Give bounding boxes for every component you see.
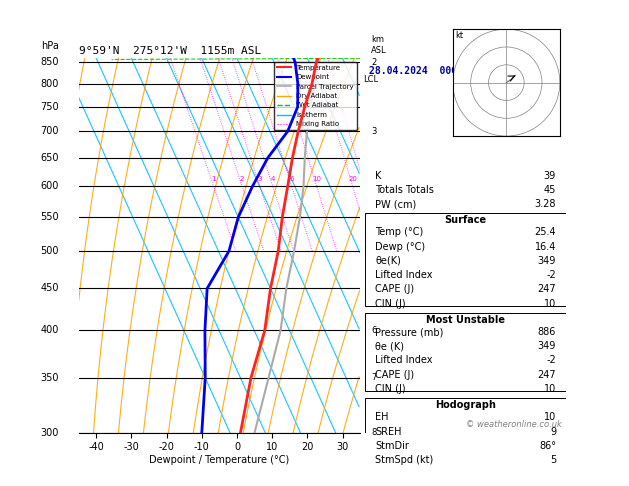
Text: 700: 700	[40, 126, 59, 137]
Text: 86°: 86°	[539, 441, 556, 451]
Text: 886: 886	[538, 327, 556, 337]
Text: 800: 800	[40, 79, 59, 89]
Text: 600: 600	[40, 181, 59, 191]
Text: 349: 349	[538, 256, 556, 266]
Bar	[365, 213, 566, 306]
Text: -2: -2	[547, 355, 556, 365]
Text: Lifted Index: Lifted Index	[375, 355, 433, 365]
Text: 1: 1	[211, 176, 216, 183]
Text: hPa: hPa	[41, 41, 59, 51]
Text: 3: 3	[257, 176, 262, 183]
Text: Hodograph: Hodograph	[435, 400, 496, 410]
Text: 6: 6	[289, 176, 294, 183]
Text: 5: 5	[550, 455, 556, 465]
Text: 750: 750	[40, 102, 59, 112]
Text: 20: 20	[348, 176, 357, 183]
Text: 39: 39	[544, 171, 556, 181]
Text: Most Unstable: Most Unstable	[426, 314, 505, 325]
Text: Lifted Index: Lifted Index	[375, 270, 433, 280]
Text: PW (cm): PW (cm)	[375, 199, 416, 209]
Text: StmDir: StmDir	[375, 441, 409, 451]
Text: 45: 45	[543, 185, 556, 195]
Text: 10: 10	[544, 412, 556, 422]
Text: θe(K): θe(K)	[375, 256, 401, 266]
Text: 350: 350	[40, 373, 59, 383]
Text: CAPE (J): CAPE (J)	[375, 284, 414, 295]
Text: 16.4: 16.4	[535, 242, 556, 252]
Text: K: K	[375, 171, 381, 181]
Text: 300: 300	[40, 428, 59, 437]
Text: 2: 2	[372, 58, 377, 67]
Text: θe (K): θe (K)	[375, 341, 404, 351]
Text: 349: 349	[538, 341, 556, 351]
Text: Dewp (°C): Dewp (°C)	[375, 242, 425, 252]
Text: 28.04.2024  00GMT  (Base: 12): 28.04.2024 00GMT (Base: 12)	[369, 66, 540, 76]
Text: -2: -2	[547, 270, 556, 280]
Text: 247: 247	[537, 284, 556, 295]
Text: 6: 6	[372, 326, 377, 335]
Text: Temp (°C): Temp (°C)	[375, 227, 423, 238]
Text: 400: 400	[40, 325, 59, 335]
Text: 10: 10	[312, 176, 321, 183]
Text: Totals Totals: Totals Totals	[375, 185, 434, 195]
Text: 9: 9	[550, 427, 556, 436]
Text: 8: 8	[372, 428, 377, 437]
Text: 10: 10	[544, 298, 556, 309]
Text: Pressure (mb): Pressure (mb)	[375, 327, 443, 337]
Text: Surface: Surface	[445, 215, 487, 225]
Text: LCL: LCL	[363, 75, 378, 84]
Text: 650: 650	[40, 153, 59, 163]
Text: CIN (J): CIN (J)	[375, 384, 406, 394]
Text: CIN (J): CIN (J)	[375, 298, 406, 309]
Text: 247: 247	[537, 370, 556, 380]
Bar	[365, 313, 566, 391]
Text: CAPE (J): CAPE (J)	[375, 370, 414, 380]
Text: 3: 3	[372, 127, 377, 136]
Text: StmSpd (kt): StmSpd (kt)	[375, 455, 433, 465]
Text: 4: 4	[270, 176, 275, 183]
Text: 3.28: 3.28	[535, 199, 556, 209]
Text: 2: 2	[240, 176, 244, 183]
Text: kt: kt	[455, 31, 463, 40]
Text: 450: 450	[40, 283, 59, 294]
Text: 25.4: 25.4	[535, 227, 556, 238]
X-axis label: Dewpoint / Temperature (°C): Dewpoint / Temperature (°C)	[149, 455, 289, 465]
Text: km
ASL: km ASL	[372, 35, 387, 54]
Text: 550: 550	[40, 212, 59, 222]
Legend: Temperature, Dewpoint, Parcel Trajectory, Dry Adiabat, Wet Adiabat, Isotherm, Mi: Temperature, Dewpoint, Parcel Trajectory…	[274, 62, 357, 130]
Text: © weatheronline.co.uk: © weatheronline.co.uk	[466, 420, 562, 429]
Text: SREH: SREH	[375, 427, 401, 436]
Text: EH: EH	[375, 412, 389, 422]
Text: 9°59'N  275°12'W  1155m ASL: 9°59'N 275°12'W 1155m ASL	[79, 46, 261, 56]
Bar	[365, 398, 566, 476]
Text: 500: 500	[40, 246, 59, 256]
Text: 7: 7	[372, 373, 377, 382]
Text: 850: 850	[40, 57, 59, 68]
Text: 10: 10	[544, 384, 556, 394]
